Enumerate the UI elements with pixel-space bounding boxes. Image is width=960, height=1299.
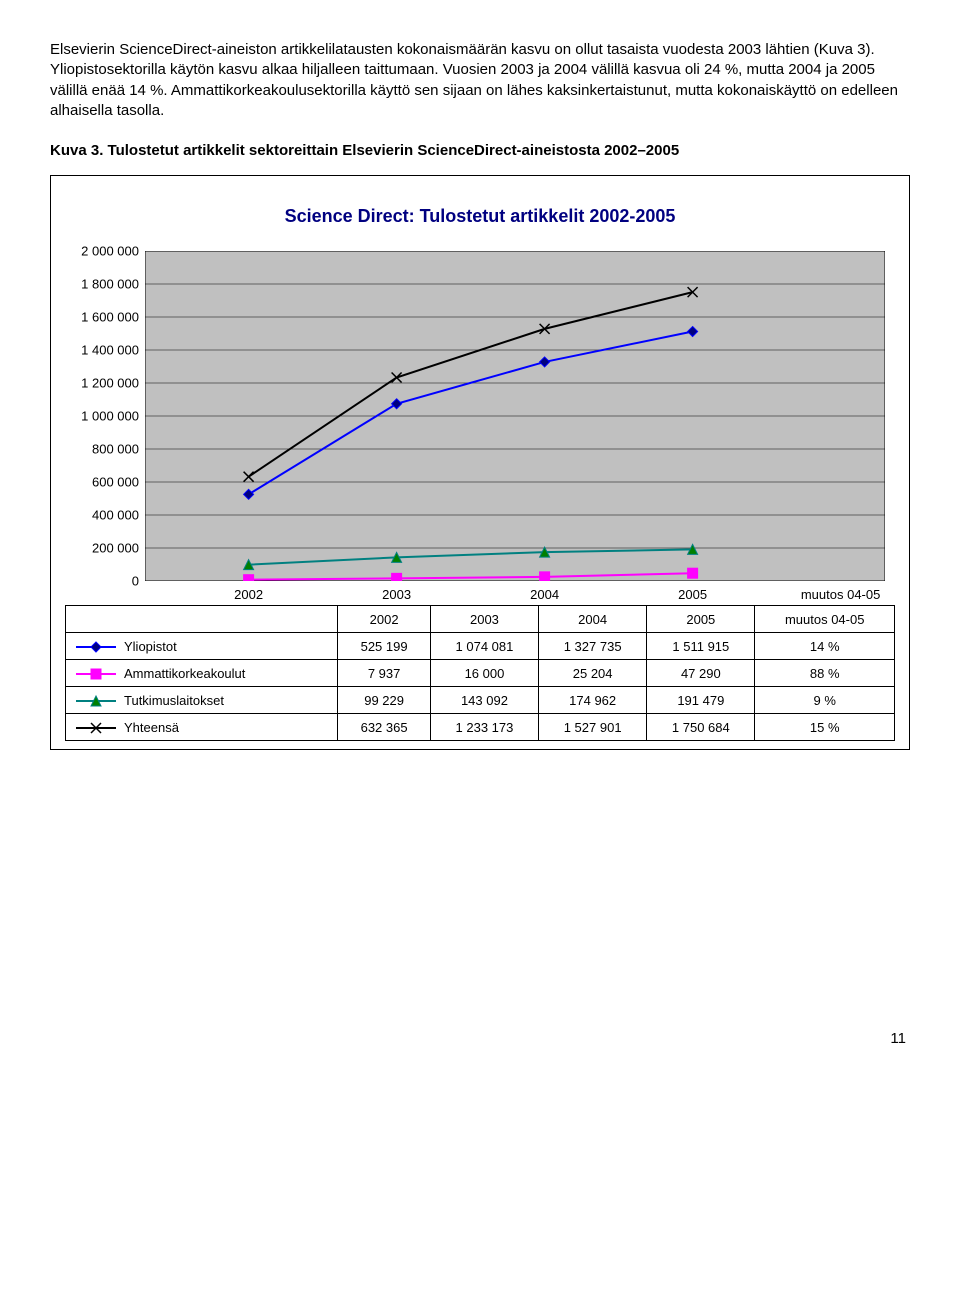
- table-cell: 15 %: [755, 714, 895, 741]
- table-header-cell: muutos 04-05: [755, 606, 895, 633]
- table-cell: 1 750 684: [647, 714, 755, 741]
- table-cell: 525 199: [338, 633, 431, 660]
- chart-svg: [145, 251, 885, 581]
- table-row: Tutkimuslaitokset99 229143 092174 962191…: [66, 687, 895, 714]
- table-cell: 25 204: [539, 660, 647, 687]
- series-legend-cell: Yliopistot: [66, 633, 338, 660]
- chart-data-table: 2002200320042005muutos 04-05Yliopistot52…: [65, 605, 895, 741]
- table-cell: 1 074 081: [430, 633, 538, 660]
- x-axis-tick-label: 2005: [678, 587, 707, 602]
- y-axis-tick-label: 800 000: [92, 442, 139, 457]
- intro-paragraph: Elsevierin ScienceDirect-aineiston artik…: [50, 40, 910, 121]
- page-number: 11: [50, 1030, 910, 1047]
- x-axis-tick-label: muutos 04-05: [801, 587, 881, 602]
- figure-caption: Kuva 3. Tulostetut artikkelit sektoreitt…: [50, 141, 910, 161]
- y-axis-tick-label: 200 000: [92, 541, 139, 556]
- table-row: Yhteensä632 3651 233 1731 527 9011 750 6…: [66, 714, 895, 741]
- table-header-cell: 2005: [647, 606, 755, 633]
- table-header-cell: 2002: [338, 606, 431, 633]
- table-cell: 191 479: [647, 687, 755, 714]
- table-corner-cell: [66, 606, 338, 633]
- table-cell: 7 937: [338, 660, 431, 687]
- y-axis-tick-label: 1 200 000: [81, 376, 139, 391]
- table-cell: 88 %: [755, 660, 895, 687]
- table-header-cell: 2003: [430, 606, 538, 633]
- table-cell: 16 000: [430, 660, 538, 687]
- x-axis-tick-label: 2003: [382, 587, 411, 602]
- table-cell: 143 092: [430, 687, 538, 714]
- y-axis-tick-label: 1 000 000: [81, 409, 139, 424]
- table-cell: 1 233 173: [430, 714, 538, 741]
- chart-title: Science Direct: Tulostetut artikkelit 20…: [65, 206, 895, 227]
- x-axis-tick-label: 2004: [530, 587, 559, 602]
- chart-plot: 0200 000400 000600 000800 0001 000 0001 …: [145, 251, 885, 581]
- y-axis-tick-label: 1 800 000: [81, 277, 139, 292]
- series-legend-cell: Tutkimuslaitokset: [66, 687, 338, 714]
- table-cell: 1 527 901: [539, 714, 647, 741]
- x-axis-tick-label: 2002: [234, 587, 263, 602]
- table-cell: 174 962: [539, 687, 647, 714]
- y-axis-tick-label: 400 000: [92, 508, 139, 523]
- y-axis-tick-label: 1 600 000: [81, 310, 139, 325]
- y-axis-tick-label: 1 400 000: [81, 343, 139, 358]
- table-cell: 14 %: [755, 633, 895, 660]
- y-axis-tick-label: 2 000 000: [81, 244, 139, 259]
- table-cell: 1 327 735: [539, 633, 647, 660]
- table-cell: 9 %: [755, 687, 895, 714]
- y-axis-tick-label: 0: [132, 574, 139, 589]
- chart-container: Science Direct: Tulostetut artikkelit 20…: [50, 175, 910, 750]
- series-legend-cell: Yhteensä: [66, 714, 338, 741]
- table-cell: 99 229: [338, 687, 431, 714]
- y-axis-tick-label: 600 000: [92, 475, 139, 490]
- table-cell: 47 290: [647, 660, 755, 687]
- table-cell: 1 511 915: [647, 633, 755, 660]
- table-row: Yliopistot525 1991 074 0811 327 7351 511…: [66, 633, 895, 660]
- table-header-cell: 2004: [539, 606, 647, 633]
- table-row: Ammattikorkeakoulut7 93716 00025 20447 2…: [66, 660, 895, 687]
- series-legend-cell: Ammattikorkeakoulut: [66, 660, 338, 687]
- table-cell: 632 365: [338, 714, 431, 741]
